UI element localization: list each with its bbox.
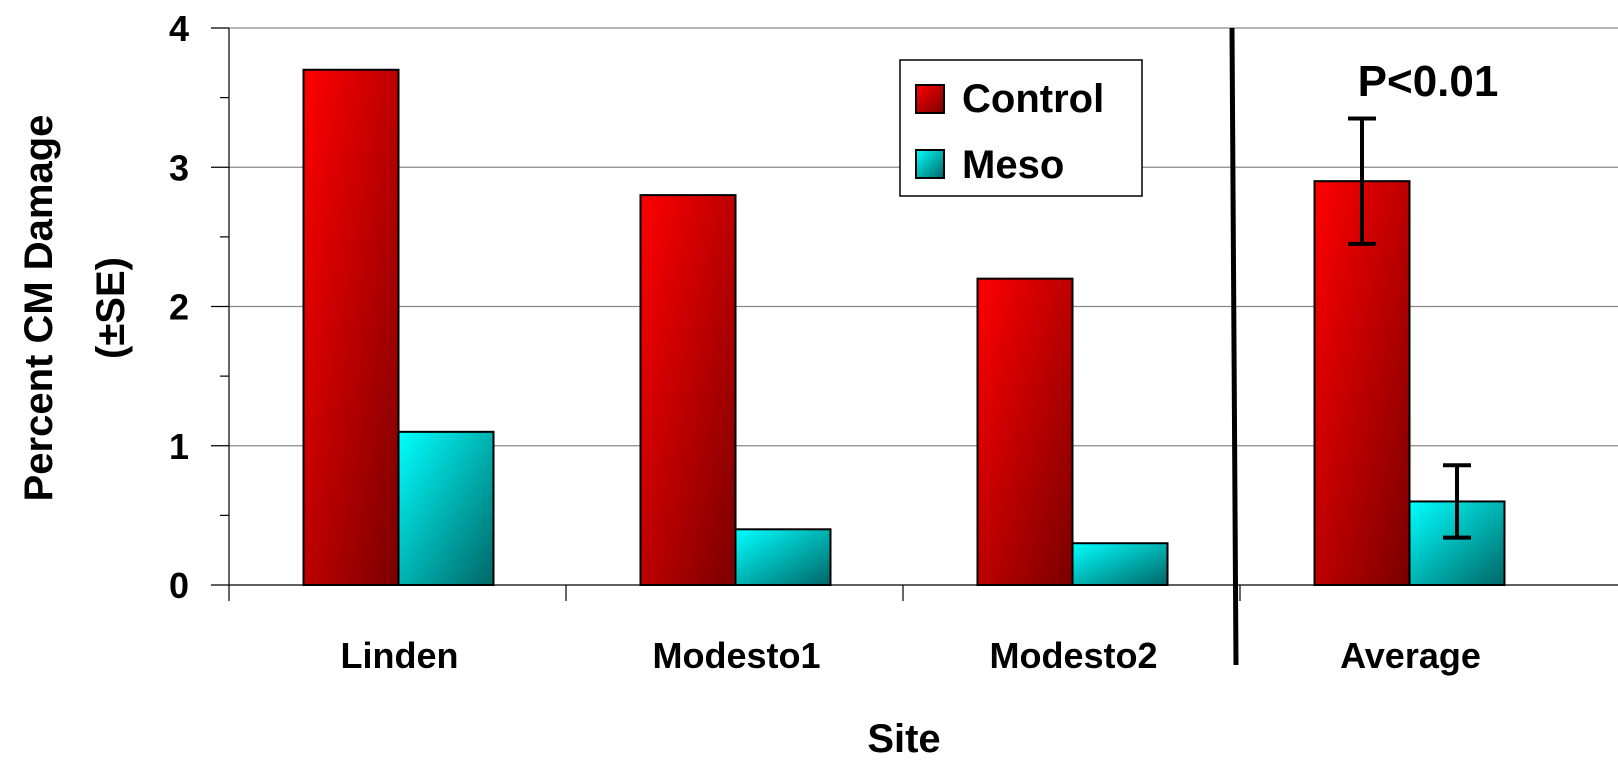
y-tick-label: 1 bbox=[169, 426, 189, 467]
bar-meso bbox=[734, 528, 832, 586]
x-tick-label: Modesto2 bbox=[989, 635, 1157, 676]
y-tick-label: 3 bbox=[169, 147, 189, 188]
bar-control bbox=[302, 68, 400, 586]
legend-swatch-control bbox=[915, 84, 945, 114]
y-tick-label: 2 bbox=[169, 287, 189, 328]
legend-label-meso: Meso bbox=[962, 143, 1064, 187]
significance-annotation: P<0.01 bbox=[1358, 57, 1499, 106]
legend-swatch-meso bbox=[915, 149, 945, 179]
bar-control bbox=[976, 277, 1074, 586]
y-tick-label: 0 bbox=[169, 565, 189, 606]
legend-label-control: Control bbox=[962, 77, 1104, 121]
y-axis-title-line-1: Percent CM Damage bbox=[17, 115, 61, 502]
y-axis-title: Percent CM Damage (±SE) bbox=[17, 115, 133, 502]
bar-meso bbox=[397, 430, 495, 587]
x-tick-label: Average bbox=[1340, 635, 1481, 676]
y-axis-title-line-2: (±SE) bbox=[89, 257, 133, 359]
x-axis-title: Site bbox=[867, 717, 940, 761]
bar-control bbox=[1313, 180, 1411, 587]
average-separator-line bbox=[1229, 27, 1239, 666]
bar-control bbox=[639, 194, 737, 586]
x-tick-label: Modesto1 bbox=[652, 635, 820, 676]
bars bbox=[302, 68, 1506, 587]
x-tick-label: Linden bbox=[341, 635, 459, 676]
error-bars bbox=[1348, 116, 1471, 540]
bar-meso bbox=[1071, 542, 1169, 586]
y-axis: 0 1 2 3 4 bbox=[169, 8, 230, 606]
y-tick-label: 4 bbox=[169, 8, 189, 49]
legend: Control Meso bbox=[899, 59, 1143, 197]
x-axis: Linden Modesto1 Modesto2 Average bbox=[228, 584, 1618, 676]
